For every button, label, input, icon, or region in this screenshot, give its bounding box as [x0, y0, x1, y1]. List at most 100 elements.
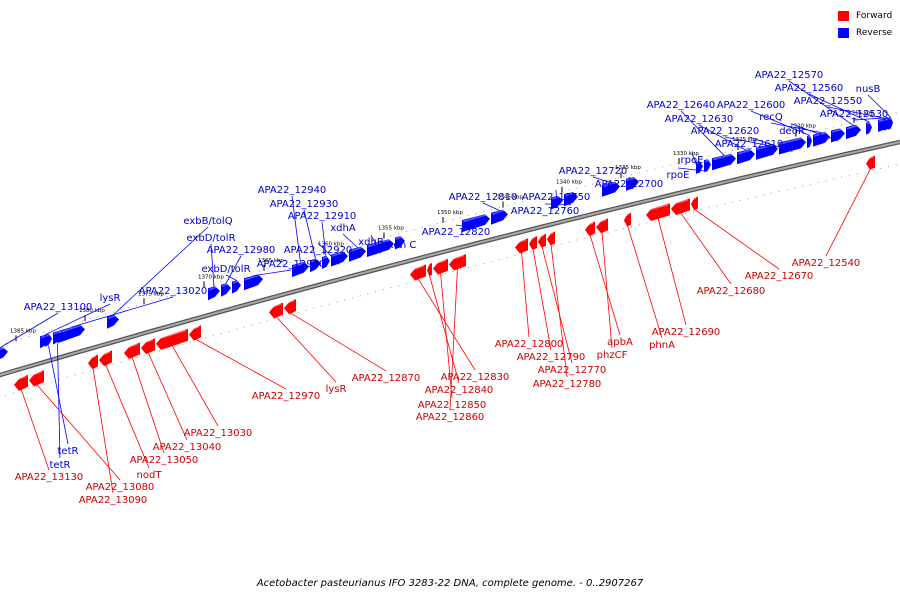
reverse-gene[interactable] — [737, 148, 755, 165]
reverse-gene-leader — [867, 94, 891, 118]
reverse-gene-arrow — [756, 143, 778, 160]
reverse-gene[interactable] — [846, 124, 861, 140]
forward-gene-arrow — [410, 264, 426, 281]
forward-gene[interactable] — [29, 370, 44, 387]
reverse-gene-arrow — [831, 128, 845, 143]
ruler-tick-label: 1325 kbp — [732, 137, 758, 143]
forward-gene[interactable] — [156, 328, 188, 350]
forward-gene-label: APA22_12830 — [441, 372, 510, 383]
reverse-gene[interactable] — [491, 209, 508, 225]
forward-gene-leader — [521, 251, 530, 338]
reverse-gene[interactable] — [626, 176, 639, 191]
reverse-gene[interactable] — [704, 159, 711, 173]
reverse-gene-shine — [53, 330, 61, 335]
reverse-gene[interactable] — [712, 153, 736, 171]
forward-gene[interactable] — [427, 262, 432, 277]
reverse-gene-shine — [564, 191, 577, 197]
reverse-gene[interactable] — [107, 314, 119, 329]
forward-gene[interactable] — [410, 264, 426, 281]
forward-gene-arrow — [99, 350, 112, 367]
forward-gene-leader — [532, 248, 552, 351]
forward-gene[interactable] — [14, 374, 28, 391]
reverse-gene[interactable] — [0, 346, 8, 363]
forward-gene[interactable] — [124, 342, 140, 359]
reverse-gene-label: APA22_13020 — [139, 286, 208, 297]
forward-gene[interactable] — [585, 221, 595, 237]
forward-gene[interactable] — [624, 212, 631, 227]
reverse-gene-leader — [71, 296, 174, 328]
forward-gene[interactable] — [671, 198, 690, 215]
forward-gene[interactable] — [691, 196, 698, 211]
legend-forward: Forward — [838, 9, 892, 23]
forward-gene-label: APA22_12770 — [538, 365, 607, 376]
reverse-gene[interactable] — [45, 333, 52, 347]
reverse-gene-arrow — [888, 117, 893, 130]
forward-gene[interactable] — [189, 325, 201, 341]
reverse-gene[interactable] — [208, 285, 220, 301]
forward-gene[interactable] — [141, 338, 155, 355]
reverse-gene-shine — [310, 258, 320, 263]
reverse-gene-label: APA22_12930 — [270, 199, 339, 210]
forward-gene[interactable] — [269, 302, 283, 319]
reverse-gene[interactable] — [232, 279, 241, 294]
forward-gene[interactable] — [866, 155, 875, 170]
reverse-gene-leader — [291, 195, 301, 263]
reverse-gene-label: APA22_12910 — [288, 211, 357, 222]
reverse-gene-leader — [57, 343, 61, 459]
reverse-gene-arrow — [349, 246, 366, 262]
reverse-gene[interactable] — [395, 235, 405, 250]
reverse-gene-leader — [482, 202, 500, 211]
forward-gene[interactable] — [449, 254, 466, 271]
reverse-gene-arrow — [807, 135, 812, 148]
forward-gene[interactable] — [596, 218, 608, 234]
forward-gene[interactable] — [538, 233, 546, 248]
reverse-gene[interactable] — [807, 135, 812, 148]
reverse-gene[interactable] — [322, 255, 330, 269]
reverse-gene[interactable] — [779, 137, 806, 155]
reverse-gene-leader — [0, 312, 59, 349]
reverse-gene-label: tetR — [58, 446, 79, 457]
reverse-gene-label: APA22_12980 — [207, 245, 276, 256]
reverse-gene[interactable] — [813, 131, 830, 147]
reverse-gene-shine — [395, 235, 404, 240]
reverse-gene-shine — [813, 131, 829, 137]
reverse-gene[interactable] — [367, 238, 394, 257]
reverse-gene[interactable] — [564, 191, 578, 207]
forward-gene-leader — [289, 312, 387, 372]
reverse-gene-arrow — [58, 324, 85, 343]
reverse-gene[interactable] — [866, 121, 872, 135]
reverse-gene-arrow — [737, 149, 755, 165]
reverse-gene[interactable] — [58, 323, 85, 343]
reverse-gene-label: exbD/tolR — [186, 233, 235, 244]
reverse-gene-arrow — [0, 347, 8, 359]
forward-gene[interactable] — [547, 231, 555, 246]
reverse-gene[interactable] — [831, 128, 845, 143]
reverse-gene[interactable] — [349, 246, 366, 262]
reverse-gene-shine — [58, 323, 84, 334]
reverse-gene[interactable] — [888, 117, 893, 130]
reverse-gene[interactable] — [602, 181, 620, 197]
forward-gene-shine — [866, 156, 874, 160]
forward-gene[interactable] — [515, 238, 528, 254]
reverse-gene[interactable] — [331, 250, 348, 267]
reverse-gene-arrow — [704, 159, 711, 173]
ruler-tick-label: 1330 kbp — [673, 151, 699, 157]
reverse-gene[interactable] — [696, 161, 703, 174]
forward-gene-shine — [14, 375, 27, 382]
forward-gene[interactable] — [284, 299, 296, 315]
reverse-gene[interactable] — [292, 261, 309, 278]
reverse-gene[interactable] — [244, 273, 263, 291]
reverse-gene-arrow — [221, 283, 231, 297]
reverse-gene[interactable] — [221, 282, 231, 297]
forward-gene[interactable] — [529, 236, 537, 250]
forward-gene[interactable] — [646, 203, 670, 221]
forward-gene[interactable] — [433, 258, 448, 275]
forward-gene-leader — [147, 351, 188, 441]
forward-gene-leader — [275, 316, 337, 383]
forward-gene[interactable] — [99, 350, 112, 367]
reverse-gene-shine — [712, 153, 735, 161]
forward-gene[interactable] — [88, 354, 98, 370]
reverse-gene[interactable] — [310, 258, 321, 273]
reverse-gene[interactable] — [53, 330, 62, 345]
forward-gene-shine — [410, 265, 425, 271]
